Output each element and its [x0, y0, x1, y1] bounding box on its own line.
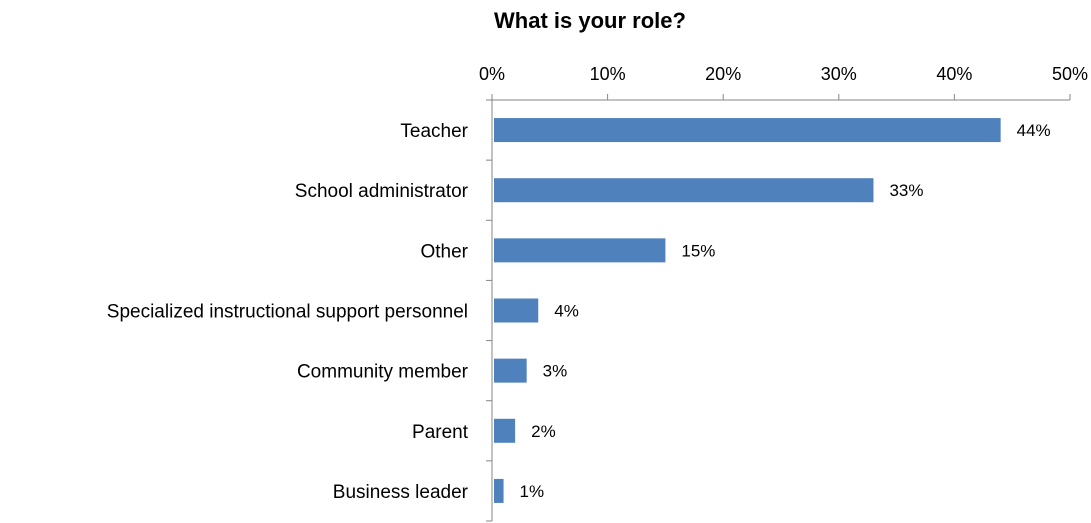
value-axis: 0% 10% 20% 30% 40% 50% [479, 64, 1088, 101]
category-axis [486, 99, 493, 522]
category-label: Other [420, 241, 468, 262]
value-axis-tick-label: 0% [479, 64, 505, 84]
value-axis-tick-label: 50% [1052, 64, 1088, 84]
bar [494, 418, 516, 443]
data-label: 2% [531, 422, 556, 441]
chart-title: What is your role? [494, 8, 686, 33]
category-label: School administrator [295, 181, 469, 202]
value-axis-tick-label: 40% [936, 64, 972, 84]
bar [494, 178, 874, 203]
data-label: 44% [1017, 121, 1051, 140]
data-label: 33% [889, 181, 923, 200]
data-label: 4% [554, 302, 579, 321]
category-labels: Teacher School administrator Other Speciali… [107, 121, 469, 503]
bar [494, 298, 539, 323]
value-axis-tick-label: 20% [705, 64, 741, 84]
data-labels: 44% 33% 15% 4% 3% 2% 1% [520, 121, 1051, 501]
category-label: Business leader [333, 482, 469, 503]
category-label: Community member [297, 362, 469, 383]
data-label: 1% [520, 482, 545, 501]
bar [494, 238, 666, 263]
data-label: 3% [543, 362, 568, 381]
category-label: Parent [412, 422, 469, 443]
bar [494, 358, 527, 383]
bar [494, 118, 1001, 143]
data-label: 15% [681, 241, 715, 260]
bar [494, 478, 504, 503]
category-label: Teacher [400, 121, 468, 142]
value-axis-tick-label: 30% [821, 64, 857, 84]
category-label: Specialized instructional support person… [107, 302, 468, 323]
bars [494, 118, 1001, 503]
value-axis-tick-label: 10% [590, 64, 626, 84]
